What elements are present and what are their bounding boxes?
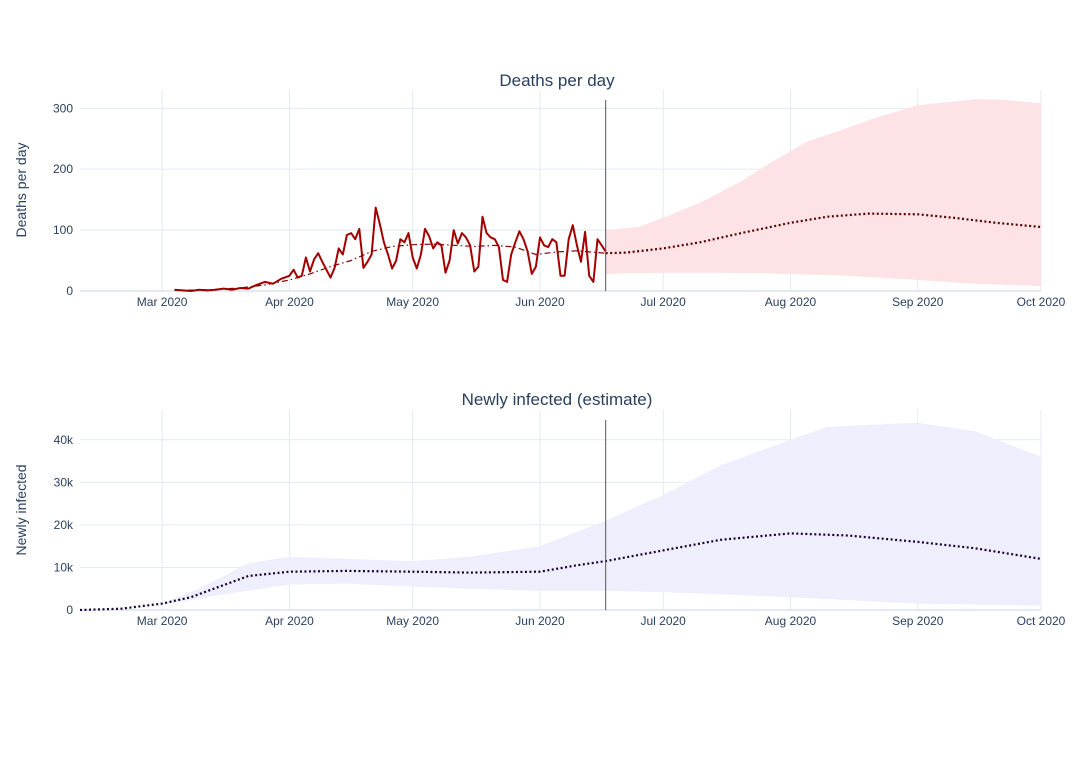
- x-tick-label: Mar 2020: [137, 614, 188, 628]
- y-tick-label: 30k: [54, 475, 74, 489]
- series-group: [174, 100, 1042, 292]
- y-tick-label: 0: [66, 603, 73, 617]
- x-tick-label: Sep 2020: [892, 295, 944, 309]
- x-tick-label: Jul 2020: [640, 295, 686, 309]
- x-tick-label: Sep 2020: [892, 614, 944, 628]
- y-tick-label: 20k: [54, 518, 74, 532]
- axes: Mar 2020 Apr 2020 May 2020 Jun 2020 Jul 2020…: [53, 101, 1066, 309]
- axes: Mar 2020 Apr 2020 May 2020 Jun 2020 Jul 2020…: [54, 433, 1066, 628]
- y-axis-label: Deaths per day: [13, 143, 29, 238]
- x-tick-label: Oct 2020: [1017, 295, 1066, 309]
- deaths-per-day-chart: Deaths per day Deaths per day Mar 2020 Ap…: [13, 71, 1066, 309]
- forecast-series-line: [79, 532, 1042, 612]
- x-tick-label: May 2020: [386, 614, 439, 628]
- uncertainty-band: [162, 422, 1042, 606]
- x-tick-label: Apr 2020: [265, 295, 314, 309]
- x-tick-label: May 2020: [386, 295, 439, 309]
- y-tick-label: 10k: [54, 560, 74, 574]
- uncertainty-band-group: [605, 99, 1041, 287]
- observed-series-line: [174, 206, 607, 292]
- y-tick-label: 300: [53, 101, 73, 115]
- y-tick-label: 200: [53, 162, 73, 176]
- y-axis-label: Newly infected: [13, 464, 29, 555]
- x-tick-label: Jun 2020: [515, 614, 565, 628]
- x-tick-label: Jul 2020: [640, 614, 686, 628]
- chart-title: Deaths per day: [499, 71, 615, 90]
- x-tick-label: Aug 2020: [765, 295, 817, 309]
- uncertainty-band: [605, 99, 1041, 287]
- x-tick-label: Jun 2020: [515, 295, 565, 309]
- series-group: [79, 420, 1042, 612]
- y-tick-label: 100: [53, 223, 73, 237]
- newly-infected-chart: Newly infected (estimate) Newly infected…: [13, 390, 1066, 628]
- uncertainty-band-group: [162, 422, 1042, 606]
- x-tick-label: Mar 2020: [137, 295, 188, 309]
- fitted-series-line: [174, 243, 606, 291]
- x-tick-label: Apr 2020: [265, 614, 314, 628]
- chart-title: Newly infected (estimate): [462, 390, 653, 409]
- y-tick-label: 0: [66, 284, 73, 298]
- x-tick-label: Oct 2020: [1017, 614, 1066, 628]
- x-tick-label: Aug 2020: [765, 614, 817, 628]
- y-tick-label: 40k: [54, 433, 74, 447]
